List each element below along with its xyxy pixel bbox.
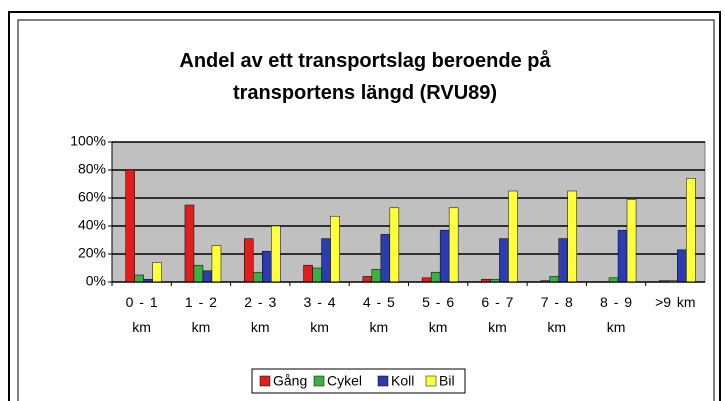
bar bbox=[312, 267, 322, 283]
bar bbox=[380, 234, 391, 283]
bar bbox=[686, 178, 696, 283]
y-tick-label: 80% bbox=[78, 161, 106, 177]
bar bbox=[134, 274, 144, 283]
y-tick-label: 60% bbox=[78, 189, 106, 205]
bar bbox=[193, 264, 204, 283]
x-tick-label: 7 - 8 km bbox=[540, 294, 573, 335]
legend-swatch bbox=[313, 375, 325, 387]
y-tick-label: 0% bbox=[86, 273, 106, 289]
x-tick-label: 4 - 5 km bbox=[362, 294, 395, 335]
bar bbox=[448, 207, 459, 283]
bar bbox=[244, 238, 254, 283]
bar bbox=[626, 199, 637, 283]
bar bbox=[271, 225, 281, 283]
legend-swatch bbox=[425, 375, 437, 387]
y-tick-label: 20% bbox=[78, 245, 106, 261]
y-tick-label: 40% bbox=[78, 217, 106, 233]
legend-swatch bbox=[259, 375, 271, 387]
bar bbox=[211, 245, 222, 283]
x-tick-label: 2 - 3 km bbox=[244, 294, 277, 335]
legend-swatch bbox=[377, 375, 389, 387]
chart-frame bbox=[17, 19, 715, 401]
y-tick-label: 100% bbox=[70, 133, 106, 149]
bar bbox=[677, 249, 687, 283]
bar bbox=[549, 276, 559, 283]
bar bbox=[253, 271, 263, 283]
bar bbox=[362, 276, 373, 283]
bar bbox=[371, 269, 382, 283]
bar bbox=[508, 190, 518, 283]
bar bbox=[567, 190, 577, 283]
x-tick-label: 0 - 1 km bbox=[125, 294, 158, 335]
legend-label: Cykel bbox=[327, 373, 362, 389]
x-tick-label: 6 - 7 km bbox=[481, 294, 514, 335]
bar bbox=[330, 215, 340, 283]
bar bbox=[430, 271, 441, 283]
bar bbox=[262, 250, 272, 283]
bar bbox=[421, 277, 432, 283]
bar bbox=[558, 238, 568, 283]
bar bbox=[389, 207, 400, 283]
bar bbox=[439, 229, 450, 283]
bar bbox=[152, 262, 162, 283]
x-tick-label: 5 - 6 km bbox=[422, 294, 455, 335]
bar bbox=[608, 277, 619, 283]
x-tick-label: 3 - 4 km bbox=[303, 294, 336, 335]
x-tick-label: 1 - 2 km bbox=[184, 294, 217, 335]
bar bbox=[202, 270, 213, 283]
x-tick-label: 8 - 9 km bbox=[600, 294, 633, 335]
x-tick-label: >9 km bbox=[655, 294, 696, 310]
bar bbox=[617, 229, 628, 283]
plot-area bbox=[111, 141, 706, 283]
bar bbox=[499, 238, 509, 283]
legend-label: Koll bbox=[391, 373, 414, 389]
bar bbox=[303, 264, 313, 283]
bar bbox=[184, 204, 195, 283]
chart-title: Andel av ett transportslag beroende på t… bbox=[179, 50, 551, 104]
legend-label: Bil bbox=[439, 373, 455, 389]
bar bbox=[125, 169, 135, 283]
legend-label: Gång bbox=[273, 373, 307, 389]
bar bbox=[321, 238, 331, 283]
